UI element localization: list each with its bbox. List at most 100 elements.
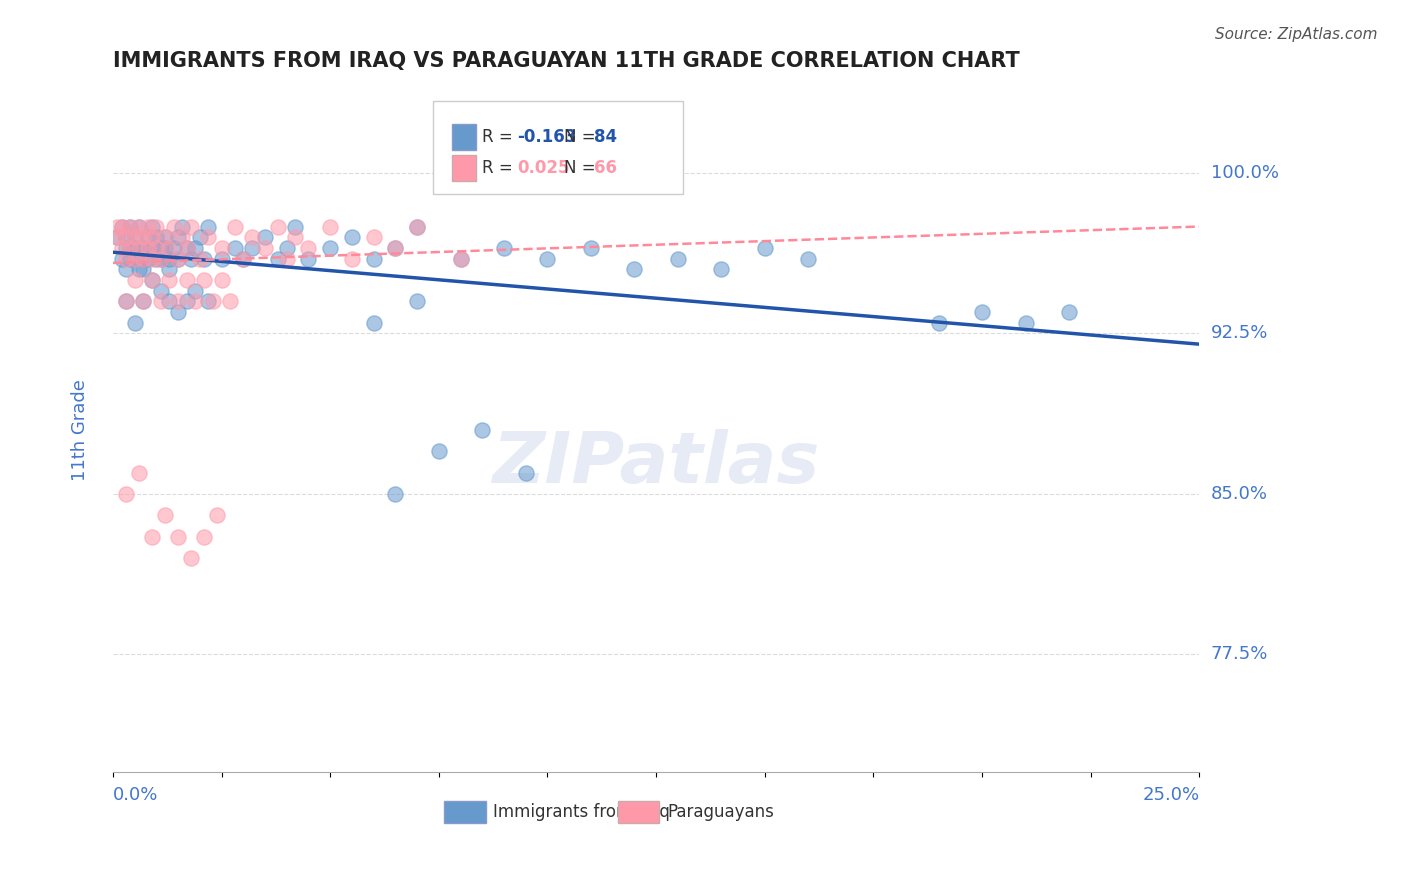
Point [297, 241, 319, 255]
Point [153, 230, 176, 244]
Point [136, 230, 159, 244]
Point [211, 241, 233, 255]
Point [471, 423, 494, 437]
Point [128, 241, 150, 255]
Point [536, 252, 558, 266]
Point [340, 252, 363, 266]
Point [153, 230, 176, 244]
Point [145, 230, 167, 244]
Text: 85.0%: 85.0% [1211, 485, 1268, 503]
Point [132, 294, 155, 309]
Point [115, 241, 138, 255]
Point [153, 241, 176, 255]
Point [132, 252, 155, 266]
Point [120, 252, 142, 266]
Point [141, 241, 163, 255]
Point [184, 241, 207, 255]
Text: 66: 66 [595, 160, 617, 178]
Point [180, 551, 202, 566]
Point [754, 241, 776, 255]
Point [145, 241, 167, 255]
Point [340, 230, 363, 244]
Text: 100.0%: 100.0% [1211, 164, 1278, 182]
Point [136, 219, 159, 234]
FancyBboxPatch shape [433, 101, 683, 194]
FancyBboxPatch shape [451, 155, 475, 181]
Point [124, 316, 146, 330]
Text: -0.163: -0.163 [517, 128, 576, 146]
Point [176, 241, 198, 255]
Point [149, 252, 172, 266]
Point [276, 252, 298, 266]
Point [205, 508, 228, 523]
Point [219, 294, 242, 309]
Point [105, 230, 128, 244]
Point [132, 294, 155, 309]
Point [124, 252, 146, 266]
Point [157, 252, 180, 266]
Point [176, 294, 198, 309]
Point [110, 241, 132, 255]
Point [363, 252, 385, 266]
Point [128, 219, 150, 234]
Point [450, 252, 472, 266]
Point [149, 252, 172, 266]
Point [136, 241, 159, 255]
Point [284, 230, 307, 244]
Point [623, 262, 645, 277]
Text: 84: 84 [595, 128, 617, 146]
Point [172, 219, 194, 234]
Text: IMMIGRANTS FROM IRAQ VS PARAGUAYAN 11TH GRADE CORRELATION CHART: IMMIGRANTS FROM IRAQ VS PARAGUAYAN 11TH … [112, 51, 1019, 70]
Point [149, 294, 172, 309]
Point [157, 262, 180, 277]
Point [163, 241, 186, 255]
Point [141, 530, 163, 544]
Point [128, 241, 150, 255]
Point [157, 241, 180, 255]
Point [120, 241, 142, 255]
Point [184, 284, 207, 298]
Text: ZIPatlas: ZIPatlas [492, 429, 820, 499]
Point [240, 241, 263, 255]
Point [184, 294, 207, 309]
Point [666, 252, 689, 266]
Point [141, 252, 163, 266]
Point [167, 252, 190, 266]
Point [157, 294, 180, 309]
Point [450, 252, 472, 266]
Point [145, 252, 167, 266]
Point [363, 230, 385, 244]
Point [167, 305, 190, 319]
Point [132, 230, 155, 244]
Point [124, 273, 146, 287]
FancyBboxPatch shape [619, 801, 659, 823]
Point [128, 219, 150, 234]
Point [253, 230, 276, 244]
Y-axis label: 11th Grade: 11th Grade [72, 379, 89, 481]
Point [492, 241, 515, 255]
Point [124, 241, 146, 255]
Point [384, 241, 406, 255]
Point [176, 273, 198, 287]
FancyBboxPatch shape [451, 125, 475, 151]
Point [120, 219, 142, 234]
Point [319, 241, 342, 255]
Point [115, 262, 138, 277]
Point [128, 262, 150, 277]
Point [972, 305, 994, 319]
Point [180, 219, 202, 234]
Point [384, 241, 406, 255]
Point [136, 252, 159, 266]
Point [515, 466, 537, 480]
Point [163, 219, 186, 234]
Point [120, 241, 142, 255]
Point [224, 241, 246, 255]
Point [188, 230, 211, 244]
Point [105, 230, 128, 244]
Point [180, 252, 202, 266]
Point [197, 230, 219, 244]
Point [319, 219, 342, 234]
Point [1057, 305, 1080, 319]
Point [172, 230, 194, 244]
Point [197, 219, 219, 234]
